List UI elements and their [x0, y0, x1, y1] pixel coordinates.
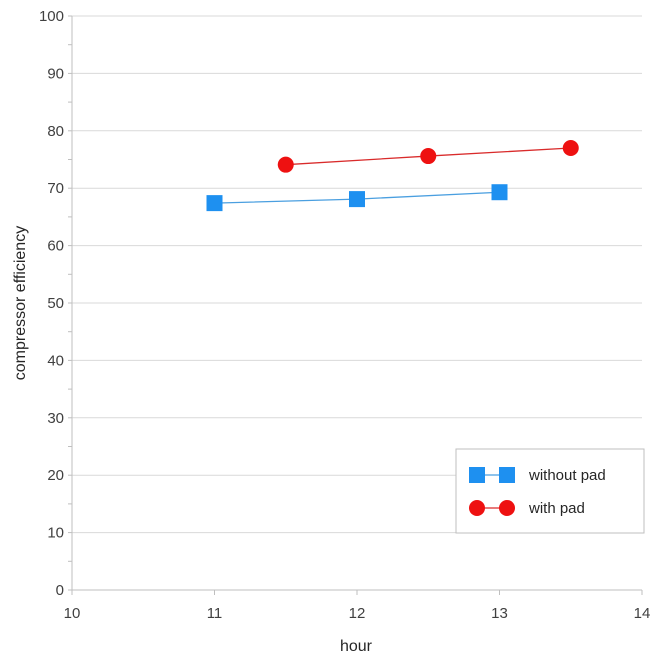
y-tick-label: 90 [47, 65, 64, 82]
y-tick-label: 60 [47, 238, 64, 255]
x-tick-label: 11 [207, 605, 223, 622]
x-tick-labels: 10 11 12 13 14 [64, 605, 651, 622]
legend-marker [469, 500, 485, 516]
y-tick-label: 20 [47, 467, 64, 484]
series-with-pad [277, 140, 579, 173]
x-tick-label: 10 [64, 605, 81, 622]
legend-label: without pad [528, 467, 606, 484]
data-point-circle [420, 148, 437, 165]
x-tick-label: 13 [491, 605, 508, 622]
y-tick-label: 0 [56, 582, 64, 599]
legend-marker [499, 500, 515, 516]
y-axis-label: compressor efficiency [12, 226, 29, 380]
data-point-circle [562, 140, 579, 157]
y-tick-label: 40 [47, 352, 64, 369]
data-point-square [349, 191, 365, 208]
y-tick-label: 50 [47, 295, 64, 312]
data-point-circle [277, 156, 294, 173]
series-without-pad [206, 184, 508, 212]
y-tick-label: 100 [39, 8, 64, 25]
x-axis-label: hour [340, 638, 373, 655]
data-point-square [491, 184, 508, 201]
legend-box [455, 448, 645, 534]
y-tick-label: 30 [47, 410, 64, 427]
y-tick-label: 10 [47, 525, 64, 542]
y-tick-label: 70 [47, 180, 64, 197]
legend: without pad with pad [455, 448, 645, 534]
grid [72, 15, 642, 534]
data-point-square [206, 195, 223, 212]
legend-label: with pad [528, 500, 585, 517]
x-tick-label: 12 [349, 605, 366, 622]
axes [68, 15, 643, 595]
y-tick-label: 80 [47, 123, 64, 140]
x-tick-label: 14 [634, 605, 651, 622]
y-tick-labels: 0 10 20 30 40 50 60 70 80 90 100 [39, 8, 64, 599]
legend-marker [469, 467, 485, 483]
series-layer [206, 140, 579, 212]
legend-marker [499, 467, 515, 483]
